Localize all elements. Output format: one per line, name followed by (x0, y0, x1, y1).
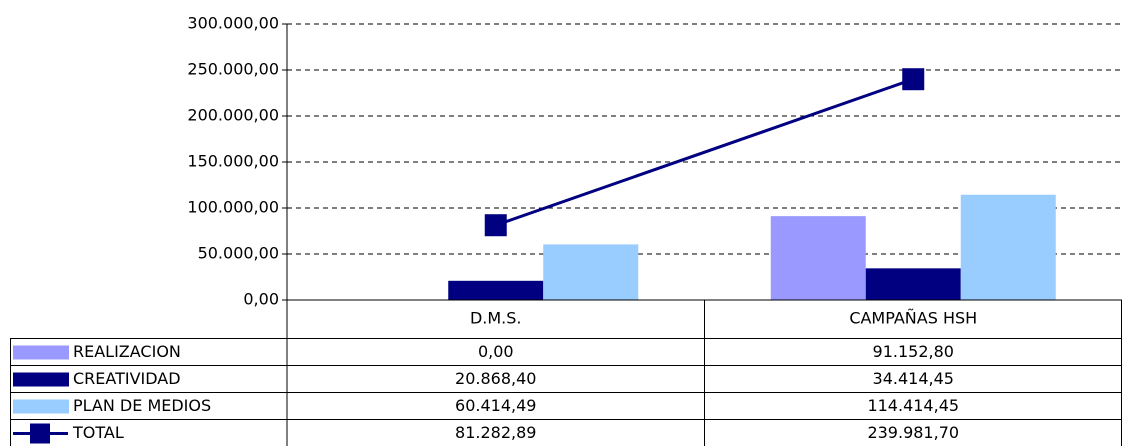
bar (960, 194, 1056, 300)
legend-marker (30, 423, 50, 444)
legend-label: CREATIVIDAD (73, 369, 181, 388)
bar (448, 280, 544, 300)
table-value: 114.414,45 (867, 396, 959, 415)
marker (902, 68, 925, 91)
bar (770, 216, 866, 300)
y-tick-label: 0,00 (243, 290, 279, 309)
bar (865, 268, 961, 300)
table-value: 91.152,80 (873, 342, 954, 361)
x-tick-label: CAMPAÑAS HSH (849, 309, 977, 328)
x-tick-label: D.M.S. (470, 309, 522, 328)
y-tick-label: 250.000,00 (187, 60, 279, 79)
table-value: 0,00 (478, 342, 514, 361)
y-tick-label: 300.000,00 (187, 14, 279, 33)
table-value: 34.414,45 (873, 369, 954, 388)
bar (543, 244, 639, 300)
y-tick-label: 100.000,00 (187, 198, 279, 217)
legend-label: REALIZACION (73, 342, 181, 361)
legend-swatch (13, 399, 69, 414)
legend-swatch (13, 372, 69, 387)
table-value: 81.282,89 (455, 423, 536, 442)
legend-swatch (13, 345, 69, 360)
marker (484, 214, 507, 237)
y-tick-label: 150.000,00 (187, 152, 279, 171)
table-value: 60.414,49 (455, 396, 536, 415)
y-tick-label: 200.000,00 (187, 106, 279, 125)
legend-label: PLAN DE MEDIOS (73, 396, 211, 415)
table-value: 239.981,70 (867, 423, 959, 442)
line (495, 77, 914, 227)
table-value: 20.868,40 (455, 369, 536, 388)
legend-label: TOTAL (72, 423, 124, 442)
y-tick-label: 50.000,00 (198, 244, 279, 263)
